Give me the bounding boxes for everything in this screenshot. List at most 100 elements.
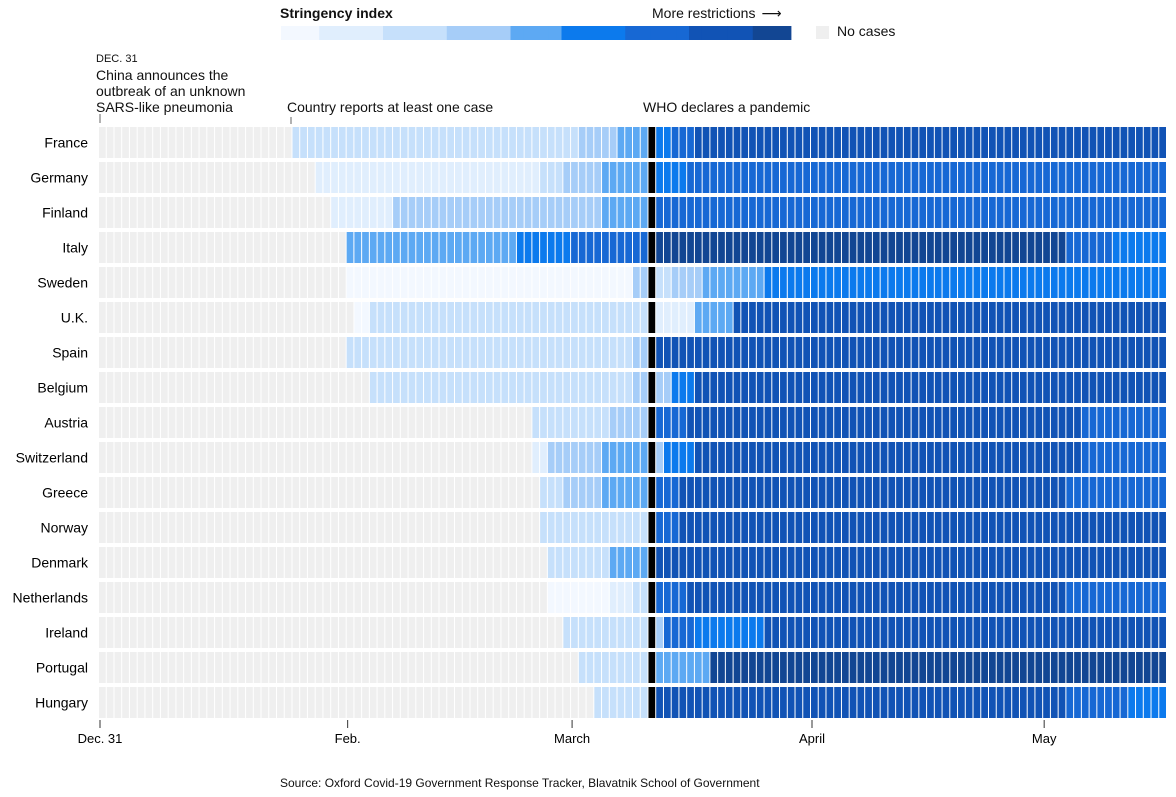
heatmap-cell (176, 442, 184, 473)
heatmap-cell (284, 267, 292, 298)
heatmap-cell (1143, 582, 1151, 613)
heatmap-cell (911, 372, 919, 403)
legend-more-restrictions: More restrictions ⟶ (652, 5, 782, 22)
heatmap-cell (485, 267, 493, 298)
heatmap-cell (1012, 197, 1019, 228)
heatmap-cell (841, 582, 849, 613)
heatmap-cell (942, 197, 950, 228)
heatmap-cell (950, 547, 958, 578)
heatmap-cell (238, 617, 246, 648)
heatmap-cell (888, 512, 896, 543)
heatmap-cell (1074, 127, 1081, 158)
heatmap-cell (547, 232, 555, 263)
heatmap-cell (447, 232, 454, 263)
heatmap-cell (602, 302, 609, 333)
heatmap-cell (594, 337, 602, 368)
heatmap-cell (478, 512, 485, 543)
heatmap-cell (478, 407, 485, 438)
heatmap-cell (710, 162, 718, 193)
heatmap-cell (834, 302, 841, 333)
heatmap-cell (168, 197, 176, 228)
heatmap-cell (269, 477, 276, 508)
heatmap-cell (965, 407, 973, 438)
heatmap-cell (184, 687, 191, 718)
heatmap-cell (687, 582, 694, 613)
heatmap-cell (772, 127, 780, 158)
heatmap-cell (849, 652, 857, 683)
heatmap-cell (393, 127, 400, 158)
heatmap-cell (1027, 687, 1035, 718)
heatmap-cell (656, 372, 663, 403)
heatmap-cell (385, 232, 393, 263)
heatmap-cell (617, 512, 625, 543)
heatmap-cell (346, 512, 354, 543)
heatmap-cell (478, 442, 485, 473)
heatmap-cell (292, 232, 300, 263)
heatmap-cell (416, 127, 424, 158)
heatmap-cell (300, 407, 307, 438)
heatmap-cell (424, 127, 431, 158)
heatmap-cell (307, 232, 315, 263)
heatmap-cell (516, 477, 524, 508)
heatmap-cell (903, 197, 911, 228)
heatmap-cell (300, 197, 307, 228)
heatmap-cell (911, 512, 919, 543)
heatmap-cell (671, 337, 679, 368)
heatmap-cell (973, 687, 981, 718)
heatmap-cell (1128, 267, 1136, 298)
heatmap-cell (207, 232, 215, 263)
heatmap-cell (903, 127, 911, 158)
legend-gradient-step (434, 26, 448, 40)
heatmap-cell (888, 477, 896, 508)
heatmap-cell (578, 162, 586, 193)
heatmap-cell (950, 372, 958, 403)
heatmap-cell (338, 127, 346, 158)
heatmap-cell (756, 477, 764, 508)
heatmap-cell (493, 337, 501, 368)
heatmap-cell (617, 582, 625, 613)
heatmap-cell (277, 652, 284, 683)
heatmap-cell (1159, 337, 1166, 368)
heatmap-cell (1120, 232, 1128, 263)
heatmap-cell (849, 372, 857, 403)
heatmap-cell (563, 162, 571, 193)
heatmap-cell (927, 547, 934, 578)
heatmap-cell (338, 477, 346, 508)
heatmap-cell (1035, 372, 1043, 403)
heatmap-cell (238, 232, 246, 263)
heatmap-cell (385, 442, 393, 473)
heatmap-cell (439, 547, 447, 578)
heatmap-cell (122, 617, 129, 648)
heatmap-cell (702, 302, 710, 333)
heatmap-cell (439, 197, 447, 228)
heatmap-cell (1043, 477, 1050, 508)
heatmap-cell (803, 127, 810, 158)
heatmap-cell (965, 582, 973, 613)
heatmap-cell (1097, 267, 1105, 298)
heatmap-cell (1143, 652, 1151, 683)
heatmap-cell (191, 162, 199, 193)
heatmap-cell (958, 547, 965, 578)
heatmap-cell (996, 127, 1004, 158)
heatmap-cell (1004, 337, 1012, 368)
heatmap-cell (362, 512, 369, 543)
heatmap-cell (640, 127, 648, 158)
heatmap-cell (989, 652, 996, 683)
heatmap-cell (718, 337, 725, 368)
heatmap-cell (470, 442, 478, 473)
heatmap-cell (455, 127, 462, 158)
heatmap-cell (741, 267, 749, 298)
heatmap-cell (1012, 512, 1019, 543)
heatmap-cell (532, 652, 540, 683)
heatmap-cell (292, 372, 300, 403)
heatmap-cell (694, 337, 702, 368)
heatmap-cell (106, 477, 114, 508)
heatmap-cell (749, 372, 756, 403)
heatmap-cell (315, 652, 323, 683)
heatmap-cell (919, 302, 927, 333)
heatmap-cell (741, 477, 749, 508)
heatmap-cell (1120, 617, 1128, 648)
heatmap-cell (416, 267, 424, 298)
heatmap-cell (803, 652, 810, 683)
heatmap-cell (555, 547, 563, 578)
